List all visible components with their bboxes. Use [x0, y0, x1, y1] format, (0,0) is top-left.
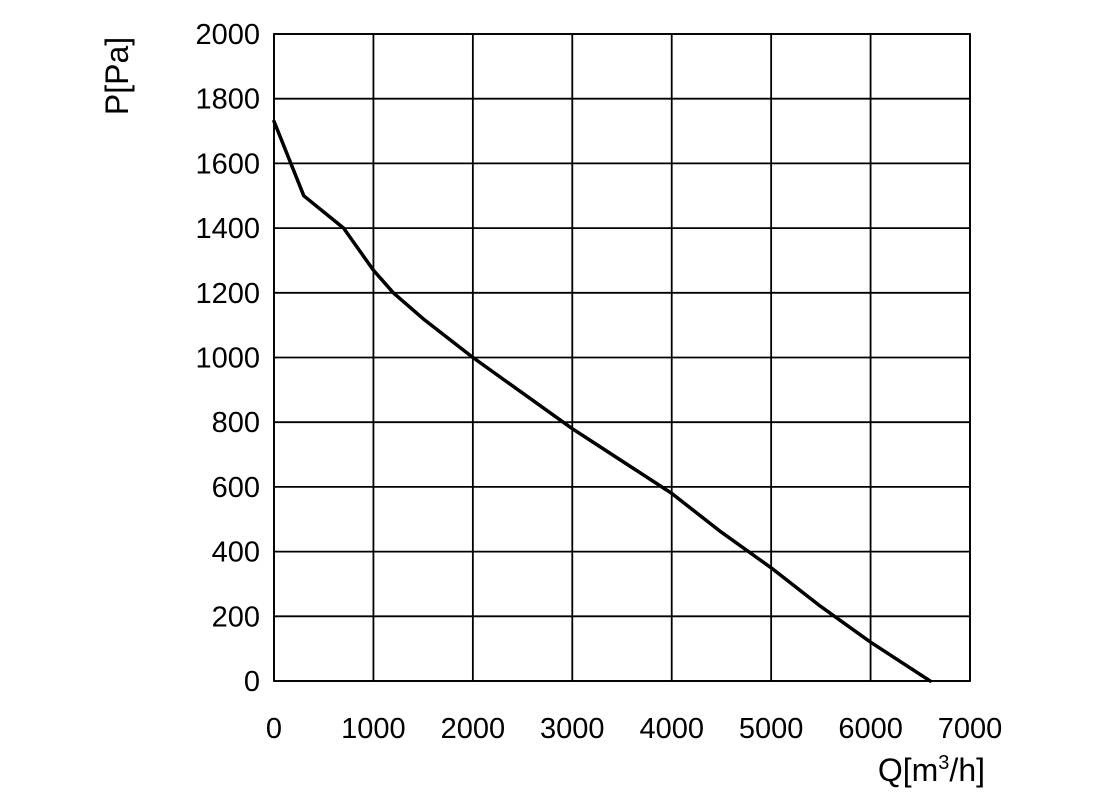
x-tick-label: 4000 — [639, 713, 704, 745]
y-axis-label: P[Pa] — [99, 37, 135, 115]
y-tick-labels: 0 200 400 600 800 1000 1200 1400 1600 1800 2000 — [195, 19, 260, 698]
y-tick-label: 0 — [244, 666, 260, 698]
y-tick-label: 1400 — [195, 213, 260, 245]
pressure-flow-curve — [272, 119, 932, 683]
x-axis-label-suffix: /h] — [949, 752, 985, 788]
x-tick-label: 7000 — [938, 713, 1003, 745]
x-tick-labels: 0 1000 2000 3000 4000 5000 6000 7000 — [266, 713, 1002, 745]
x-tick-label: 5000 — [739, 713, 804, 745]
grid — [273, 33, 971, 682]
y-tick-label: 1600 — [195, 148, 260, 180]
x-axis-label-main: Q[m — [878, 752, 938, 788]
x-tick-label: 1000 — [341, 713, 406, 745]
y-tick-label: 400 — [212, 537, 260, 569]
x-axis-label-superscript: 3 — [938, 752, 949, 774]
y-tick-label: 2000 — [195, 19, 260, 51]
y-tick-label: 800 — [212, 407, 260, 439]
y-tick-label: 1000 — [195, 343, 260, 375]
x-tick-label: 3000 — [540, 713, 605, 745]
y-tick-label: 600 — [212, 472, 260, 504]
y-tick-label: 1800 — [195, 84, 260, 116]
plot-frame — [273, 33, 971, 682]
x-axis-label: Q[m3/h] — [878, 752, 985, 788]
x-tick-label: 2000 — [441, 713, 506, 745]
y-tick-label: 200 — [212, 601, 260, 633]
x-tick-label: 6000 — [838, 713, 903, 745]
y-tick-label: 1200 — [195, 278, 260, 310]
x-tick-label: 0 — [266, 713, 282, 745]
series-group — [272, 119, 932, 683]
